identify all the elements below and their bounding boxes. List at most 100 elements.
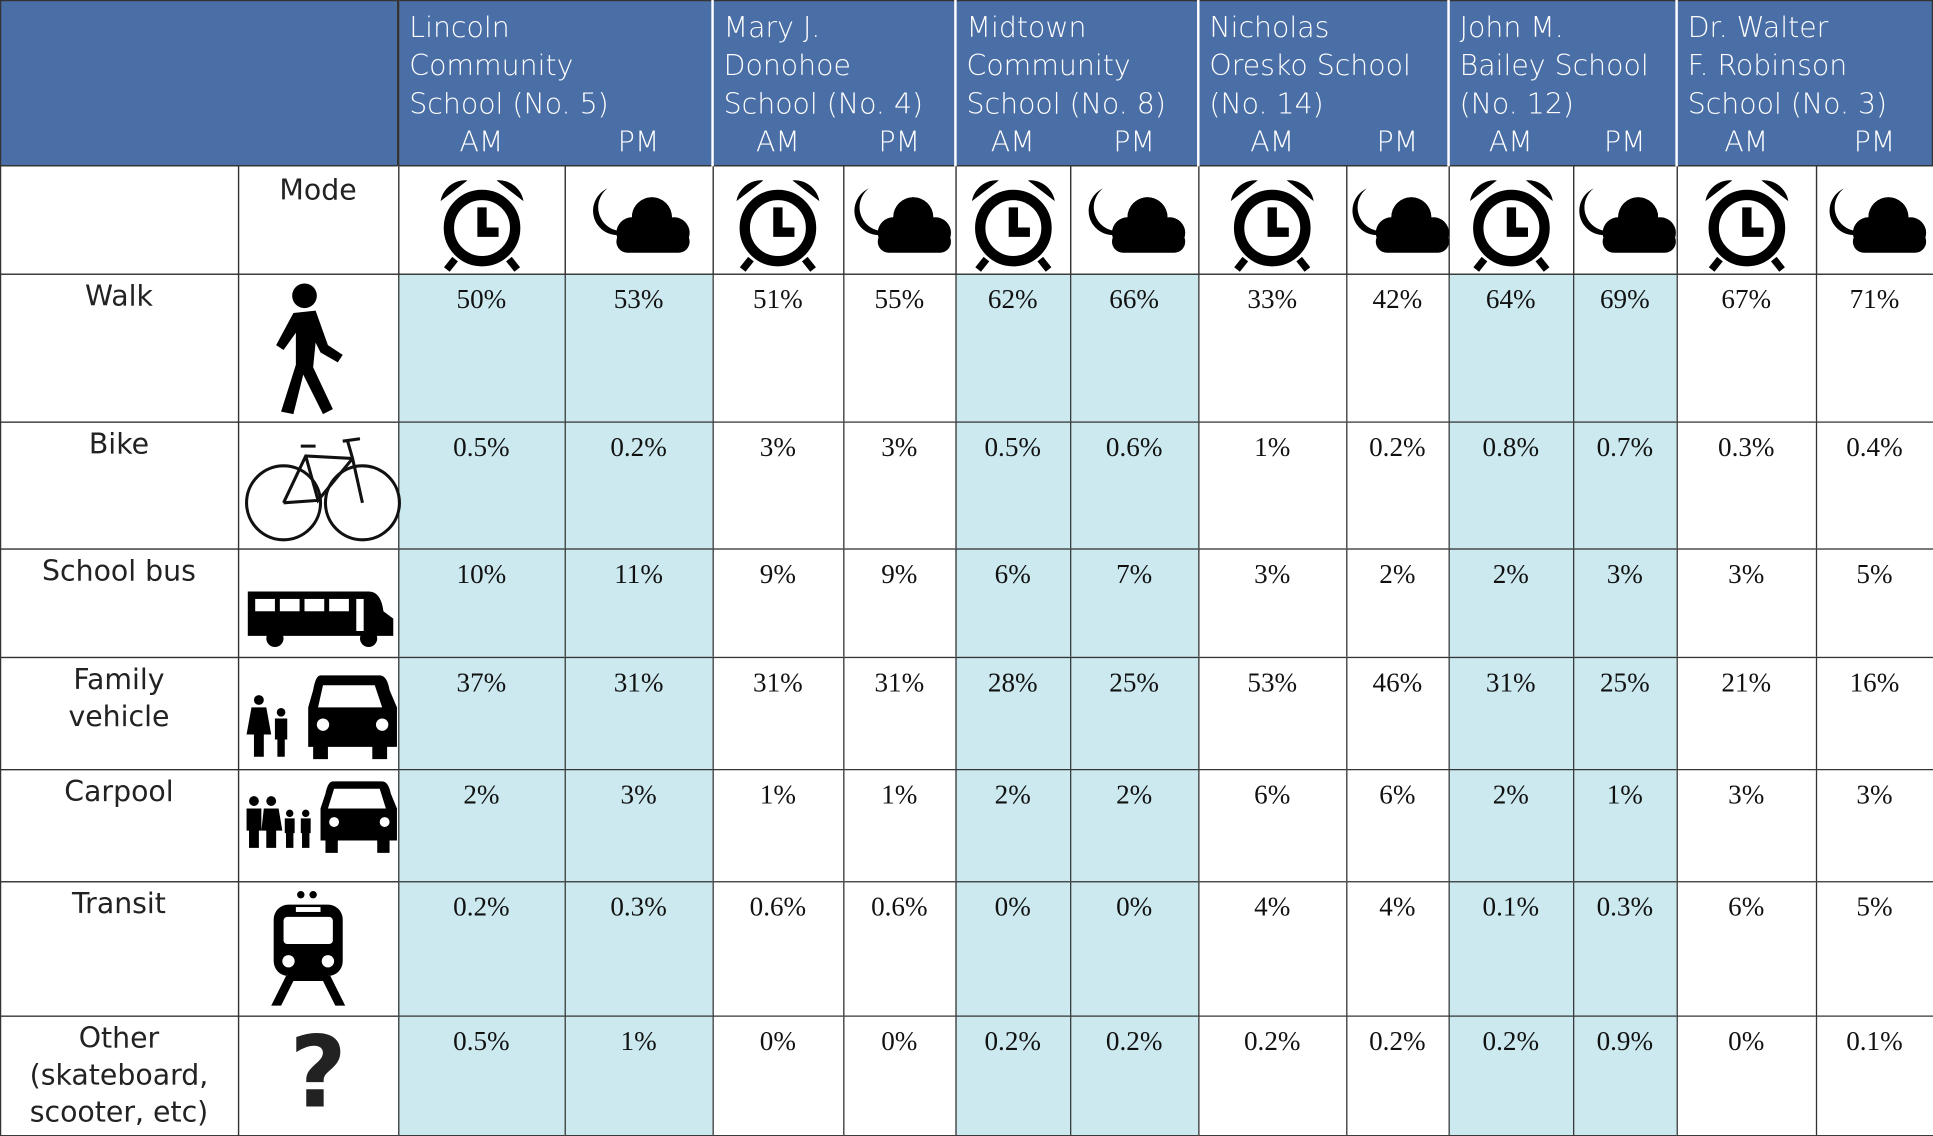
value-cell xyxy=(712,421,845,550)
value-cell xyxy=(1815,421,1933,550)
value-text: 0.1% xyxy=(1846,1025,1903,1057)
value-cell xyxy=(1448,1015,1575,1136)
value-text: 3% xyxy=(1728,558,1765,590)
value-cell xyxy=(398,769,566,883)
am-icon xyxy=(971,180,1055,272)
school-name: Midtown xyxy=(966,12,1087,45)
value-text: 0.2% xyxy=(1482,1025,1540,1057)
value-text: 2% xyxy=(1379,558,1416,590)
value-cell xyxy=(564,881,714,1017)
pm-label: PM xyxy=(617,126,660,159)
value-text: 62% xyxy=(987,283,1038,315)
school-name: Nicholas xyxy=(1209,12,1330,45)
value-text: 3% xyxy=(1254,558,1291,590)
value-text: 0.2% xyxy=(984,1025,1041,1057)
school-name: (No. 14) xyxy=(1209,88,1324,121)
value-cell xyxy=(1346,421,1450,550)
value-cell xyxy=(1815,273,1933,423)
value-text: 7% xyxy=(1116,558,1153,590)
value-cell xyxy=(1676,769,1818,883)
value-cell xyxy=(955,548,1072,659)
value-cell xyxy=(712,881,845,1017)
am-icon xyxy=(736,180,820,272)
mode-label: vehicle xyxy=(68,701,170,734)
value-text: 3% xyxy=(759,431,796,463)
value-cell xyxy=(1448,548,1575,659)
am-icon xyxy=(1230,180,1314,272)
pm-icon xyxy=(593,188,690,253)
value-text: 2% xyxy=(1116,778,1153,810)
am-label: AM xyxy=(1488,126,1533,159)
value-text: 67% xyxy=(1721,283,1772,315)
value-text: 5% xyxy=(1856,891,1893,922)
value-cell xyxy=(843,421,957,550)
value-text: 4% xyxy=(1254,891,1291,922)
mode-label: Other xyxy=(78,1022,160,1055)
value-text: 3% xyxy=(1728,778,1765,810)
value-cell xyxy=(712,548,845,659)
value-cell xyxy=(1448,881,1575,1017)
value-cell xyxy=(1448,769,1575,883)
school-name: Mary J. xyxy=(723,12,821,45)
school-name: School (No. 4) xyxy=(723,88,924,121)
other-icon: ? xyxy=(289,1015,347,1131)
value-text: 2% xyxy=(994,778,1031,810)
value-cell xyxy=(1815,548,1933,659)
am-label: AM xyxy=(1724,126,1769,159)
mode-label: (skateboard, xyxy=(29,1059,209,1092)
school-name: Community xyxy=(966,50,1131,83)
value-cell xyxy=(1815,1015,1933,1136)
school-divider xyxy=(1447,0,1450,167)
value-cell xyxy=(1346,656,1450,771)
value-cell xyxy=(1070,421,1200,550)
value-text: 0.3% xyxy=(610,891,667,922)
value-text: 0.3% xyxy=(1718,431,1775,463)
value-cell xyxy=(564,421,714,550)
value-cell xyxy=(1676,548,1818,659)
value-cell xyxy=(955,769,1072,883)
value-text: 0.5% xyxy=(453,431,510,463)
value-text: 28% xyxy=(987,666,1038,698)
value-text: 3% xyxy=(1856,778,1893,810)
pm-icon xyxy=(1579,188,1676,253)
school-name: John M. xyxy=(1459,12,1564,45)
value-text: 0.3% xyxy=(1596,891,1654,922)
school-name: Donohoe xyxy=(723,50,851,83)
school-divider xyxy=(711,0,714,167)
value-text: 3% xyxy=(881,431,918,463)
value-text: 0.6% xyxy=(749,891,807,922)
am-label: AM xyxy=(1250,126,1295,159)
value-cell xyxy=(712,273,845,423)
mode-label: Transit xyxy=(72,888,166,921)
am-label: AM xyxy=(990,126,1035,159)
value-text: 2% xyxy=(463,778,500,810)
value-text: 42% xyxy=(1372,283,1423,315)
value-text: 1% xyxy=(1606,778,1643,810)
mode-header: Mode xyxy=(279,175,357,208)
pm-icon xyxy=(1088,188,1186,253)
value-text: 53% xyxy=(1247,666,1298,698)
value-text: 11% xyxy=(614,558,663,590)
value-text: 0.1% xyxy=(1482,891,1540,922)
value-text: 0.2% xyxy=(1369,431,1426,463)
value-text: 5% xyxy=(1856,558,1893,590)
pm-icon xyxy=(853,188,951,253)
value-text: 1% xyxy=(881,778,918,810)
value-cell xyxy=(1676,273,1818,423)
value-text: 0.5% xyxy=(453,1025,510,1057)
value-text: 6% xyxy=(1379,778,1416,810)
walk-icon xyxy=(276,283,343,415)
value-text: 0% xyxy=(759,1025,796,1057)
value-text: 0.2% xyxy=(453,891,510,922)
value-text: 69% xyxy=(1599,283,1650,315)
value-text: 4% xyxy=(1379,891,1416,922)
am-label: AM xyxy=(459,126,504,159)
pm-label: PM xyxy=(1376,126,1419,159)
value-cell xyxy=(564,273,714,423)
value-text: 66% xyxy=(1109,283,1160,315)
am-icon xyxy=(1469,180,1553,272)
value-cell xyxy=(1346,881,1450,1017)
school-divider xyxy=(954,0,957,167)
value-cell xyxy=(1815,881,1933,1017)
